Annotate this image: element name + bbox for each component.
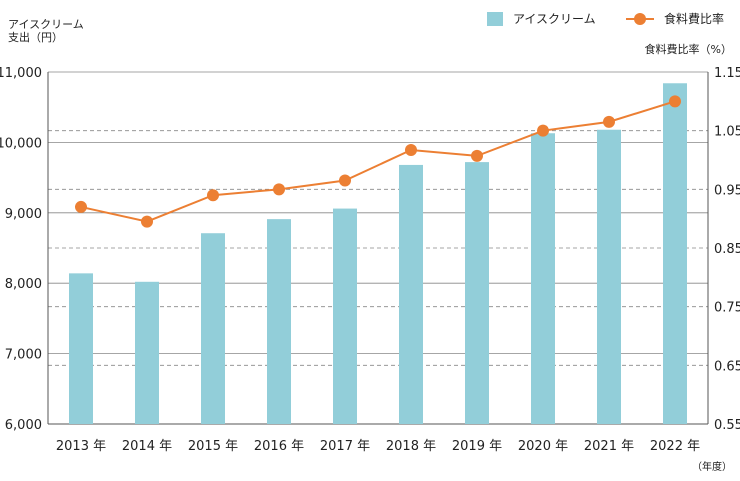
x-tick-label: 2019 年 <box>452 439 502 454</box>
y-right-tick-label: 1.15 <box>714 66 740 81</box>
right-axis-title: 食料費比率（%） <box>644 43 732 56</box>
legend-line-swatch <box>626 12 654 26</box>
y-left-tick-label: 6,000 <box>5 418 42 433</box>
legend-line: 食料費比率 <box>626 10 724 27</box>
line-point-1 <box>141 215 153 228</box>
bar-5 <box>399 164 423 425</box>
line-point-9 <box>669 95 681 108</box>
y-left-tick-label: 8,000 <box>5 277 42 292</box>
bar-6 <box>465 162 489 424</box>
y-left-tick-label: 11,000 <box>0 66 42 81</box>
y-right-tick-label: 0.55 <box>714 418 740 433</box>
x-tick-label: 2022 年 <box>650 439 700 454</box>
bar-1 <box>135 281 159 424</box>
line-point-6 <box>471 149 483 162</box>
y-left-tick-label: 10,000 <box>0 136 42 151</box>
y-right-tick-label: 0.65 <box>714 359 740 374</box>
line-point-3 <box>273 183 285 196</box>
line-point-2 <box>207 189 219 202</box>
x-axis-title: （年度） <box>692 462 732 473</box>
line-point-0 <box>75 200 87 213</box>
y-left-tick-label: 7,000 <box>5 348 42 363</box>
x-tick-label: 2017 年 <box>320 439 370 454</box>
x-tick-label: 2013 年 <box>56 439 106 454</box>
line-series-path <box>80 100 676 223</box>
x-tick-label: 2021 年 <box>584 439 634 454</box>
bar-0 <box>69 273 93 424</box>
line-point-7 <box>537 124 549 137</box>
left-axis-title-line1: アイスクリーム <box>8 18 84 31</box>
bar-8 <box>597 129 621 424</box>
left-axis-title-line2: 支出（円） <box>8 31 63 44</box>
x-tick-label: 2020 年 <box>518 439 568 454</box>
legend-bar: アイスクリーム <box>487 10 596 27</box>
left-axis-title: アイスクリーム 支出（円） <box>8 18 84 44</box>
legend-bar-label: アイスクリーム <box>513 12 596 26</box>
line-point-8 <box>603 115 615 128</box>
y-right-tick-label: 0.75 <box>714 301 740 316</box>
line-point-5 <box>405 144 417 157</box>
y-right-tick-label: 0.95 <box>714 183 740 198</box>
bar-9 <box>663 83 687 424</box>
bar-4 <box>333 208 357 424</box>
y-right-tick-label: 1.05 <box>714 125 740 140</box>
bar-3 <box>267 219 291 424</box>
x-tick-label: 2014 年 <box>122 439 172 454</box>
y-right-tick-label: 0.85 <box>714 242 740 257</box>
legend-bar-swatch <box>487 11 503 26</box>
bar-7 <box>531 133 555 425</box>
y-left-tick-label: 9,000 <box>5 207 42 222</box>
x-tick-label: 2018 年 <box>386 439 436 454</box>
legend-line-label: 食料費比率 <box>664 12 725 26</box>
line-point-4 <box>339 174 351 187</box>
x-tick-label: 2016 年 <box>254 439 304 454</box>
bar-2 <box>201 233 225 424</box>
x-tick-label: 2015 年 <box>188 439 238 454</box>
